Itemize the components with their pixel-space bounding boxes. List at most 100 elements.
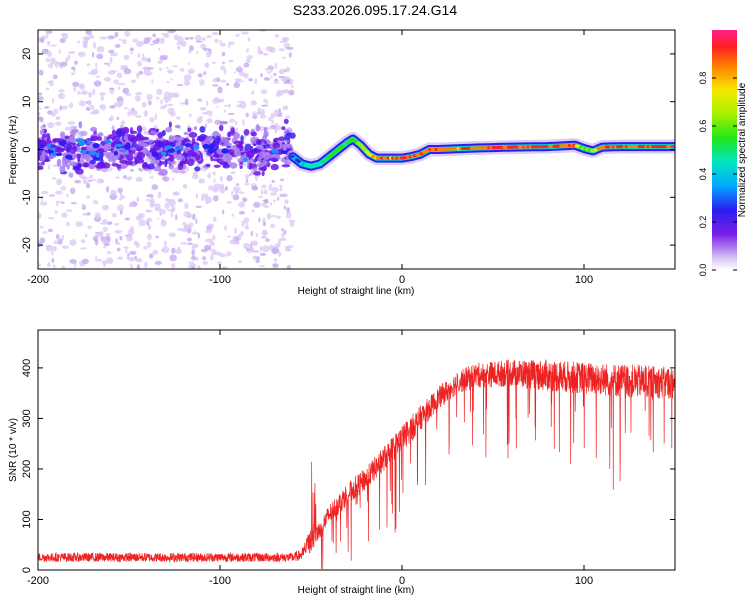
noise-speckle	[241, 31, 249, 35]
noise-speckle	[280, 150, 289, 155]
noise-speckle	[85, 137, 95, 142]
noise-speckle	[55, 190, 63, 195]
noise-speckle	[156, 96, 160, 100]
noise-speckle	[270, 75, 273, 79]
noise-speckle	[149, 116, 155, 123]
noise-speckle	[51, 257, 55, 263]
noise-speckle	[239, 165, 243, 169]
noise-speckle	[239, 191, 245, 194]
noise-speckle	[177, 198, 183, 203]
noise-speckle	[257, 195, 264, 198]
noise-speckle	[62, 245, 70, 250]
noise-speckle	[147, 233, 152, 241]
snr-series-line	[38, 359, 675, 569]
noise-speckle	[41, 190, 49, 195]
noise-speckle	[251, 209, 255, 213]
noise-speckle	[103, 245, 106, 249]
noise-speckle	[268, 186, 274, 191]
noise-speckle	[144, 198, 152, 202]
noise-speckle	[273, 258, 278, 263]
noise-speckle	[84, 233, 88, 238]
noise-speckle	[260, 236, 267, 239]
noise-speckle	[180, 242, 189, 245]
noise-speckle	[239, 140, 244, 145]
noise-speckle	[123, 246, 129, 249]
noise-speckle	[209, 113, 212, 117]
colorbar-tick-label: 0.6	[698, 120, 708, 133]
noise-speckle	[123, 54, 130, 60]
noise-speckle	[47, 228, 53, 233]
noise-speckle	[69, 259, 77, 264]
noise-speckle	[252, 167, 258, 172]
noise-speckle	[87, 225, 93, 230]
noise-speckle	[255, 124, 261, 132]
y-tick-label: 0	[21, 567, 33, 573]
noise-speckle	[135, 159, 140, 164]
noise-speckle	[90, 104, 95, 111]
noise-speckle	[272, 263, 279, 268]
noise-speckle	[223, 266, 227, 269]
noise-speckle	[245, 58, 252, 64]
noise-speckle	[155, 235, 159, 239]
noise-speckle	[67, 54, 71, 60]
colorbar-tick-label: 0.8	[698, 72, 708, 85]
noise-speckle	[165, 198, 170, 202]
noise-speckle	[282, 81, 290, 85]
noise-speckle	[168, 164, 175, 170]
noise-speckle	[217, 261, 223, 265]
noise-speckle	[216, 154, 220, 159]
noise-speckle	[178, 144, 183, 151]
noise-speckle	[76, 153, 82, 159]
noise-speckle	[51, 98, 55, 104]
noise-speckle	[267, 65, 272, 69]
noise-speckle	[197, 232, 200, 239]
noise-speckle	[95, 152, 100, 158]
noise-speckle	[135, 91, 143, 96]
noise-speckle	[85, 153, 90, 161]
noise-speckle	[210, 156, 214, 162]
noise-speckle	[78, 130, 86, 137]
noise-speckle	[261, 202, 266, 207]
noise-speckle	[232, 194, 240, 201]
noise-speckle	[197, 73, 203, 78]
noise-speckle	[195, 40, 203, 43]
noise-speckle	[96, 258, 103, 262]
noise-speckle	[177, 154, 185, 161]
noise-speckle	[46, 136, 51, 145]
noise-speckle	[46, 41, 52, 44]
noise-speckle	[116, 72, 123, 79]
noise-speckle	[256, 138, 262, 145]
noise-speckle	[187, 61, 190, 66]
noise-speckle	[191, 174, 199, 180]
noise-speckle	[111, 70, 118, 73]
noise-speckle	[191, 261, 195, 267]
noise-speckle	[251, 90, 255, 96]
noise-speckle	[263, 130, 269, 138]
noise-speckle	[217, 86, 223, 94]
noise-speckle	[108, 156, 113, 163]
noise-speckle	[248, 173, 252, 176]
noise-speckle	[130, 263, 133, 269]
noise-speckle	[257, 156, 262, 163]
noise-speckle	[99, 104, 103, 109]
noise-speckle	[162, 176, 170, 182]
noise-speckle	[115, 176, 120, 179]
noise-speckle	[270, 124, 276, 130]
noise-speckle	[283, 229, 287, 235]
noise-speckle	[191, 137, 196, 146]
noise-speckle	[38, 96, 44, 101]
noise-speckle	[200, 43, 207, 50]
noise-speckle	[187, 237, 192, 242]
noise-speckle	[160, 99, 163, 105]
noise-speckle	[285, 66, 291, 73]
noise-speckle	[221, 51, 226, 57]
noise-speckle	[158, 137, 165, 142]
noise-speckle	[211, 61, 217, 64]
noise-speckle	[49, 79, 54, 87]
noise-speckle	[124, 217, 130, 221]
noise-speckle	[93, 41, 97, 49]
noise-speckle	[67, 120, 76, 125]
noise-speckle	[259, 252, 267, 256]
noise-speckle	[186, 158, 195, 167]
noise-speckle	[184, 143, 192, 147]
